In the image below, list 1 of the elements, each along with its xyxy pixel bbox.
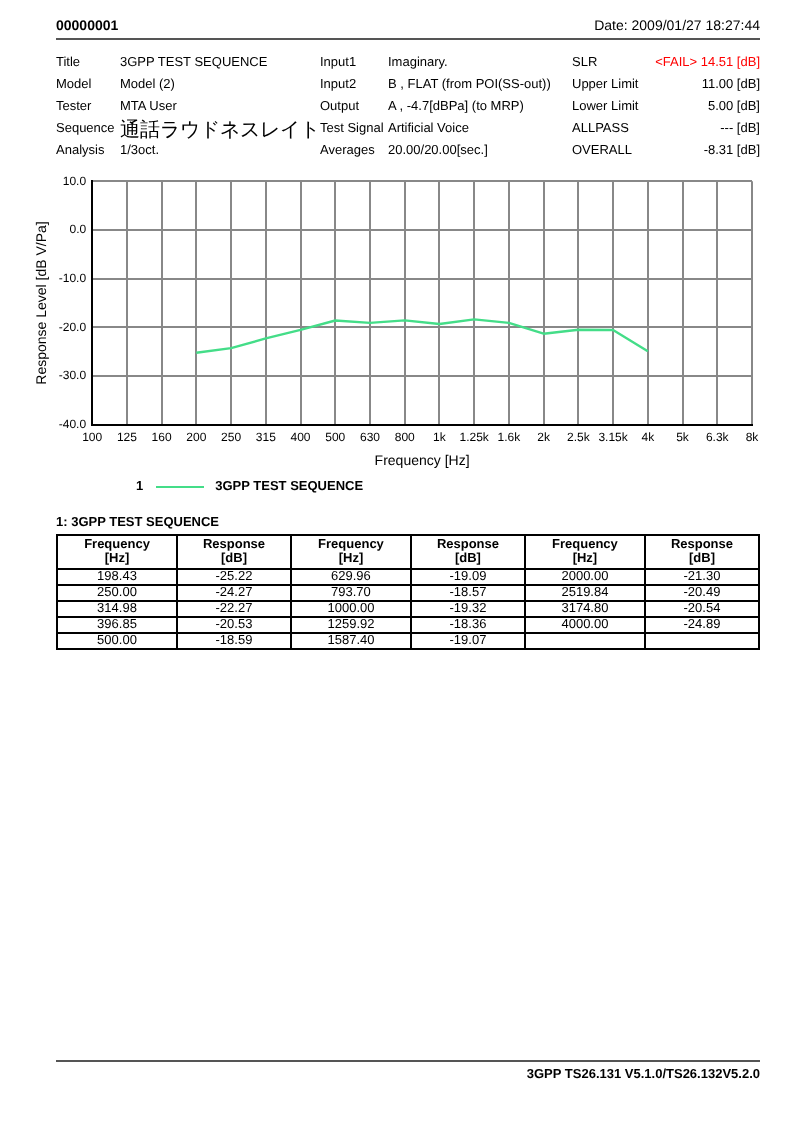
text: 通話ラウドネスレイト xyxy=(120,117,320,143)
